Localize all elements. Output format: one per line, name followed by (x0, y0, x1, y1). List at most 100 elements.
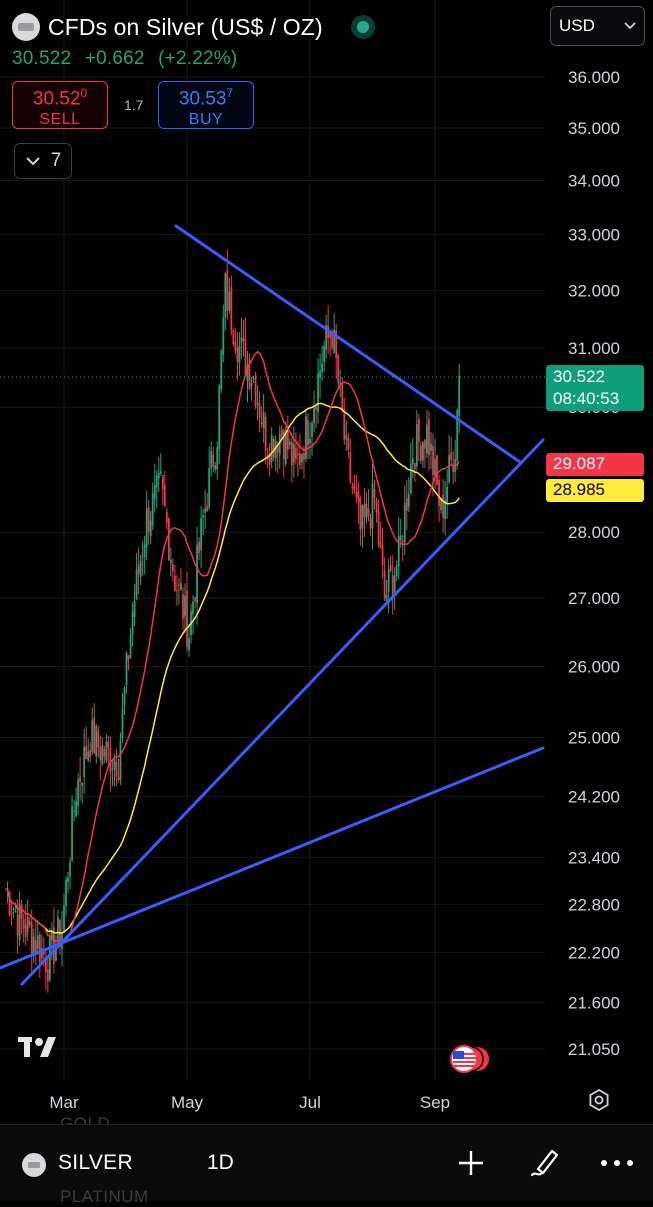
candle-body (365, 503, 368, 519)
symbol-header[interactable]: CFDs on Silver (US$ / OZ) (12, 10, 375, 44)
price-tick-label: 27.000 (568, 589, 620, 608)
candle-body (260, 422, 263, 425)
candle-body (335, 330, 338, 359)
candle-body (436, 455, 438, 485)
symbol-selector[interactable]: SILVER (58, 1151, 133, 1174)
events-flag-icon[interactable] (449, 1043, 493, 1075)
candle-body (151, 493, 154, 526)
candle-body (391, 575, 394, 596)
draw-icon[interactable] (528, 1145, 562, 1179)
symbol-title: CFDs on Silver (US$ / OZ) (48, 13, 323, 40)
candle-body (48, 936, 51, 981)
candle-body (101, 745, 104, 765)
candle-body (422, 441, 424, 461)
price-tick-label: 33.000 (568, 226, 620, 245)
candle-body (210, 450, 213, 469)
candle-body (73, 810, 75, 812)
candle-body (244, 338, 247, 377)
time-tick-label: Sep (420, 1093, 450, 1112)
candle-body (75, 801, 77, 817)
candle-body (159, 471, 162, 474)
candle-body (103, 749, 106, 757)
candle-body (458, 376, 461, 416)
candle-body (341, 383, 344, 412)
candle-body (18, 903, 21, 941)
candle-body (202, 515, 205, 518)
candle-body (262, 411, 265, 429)
candle-body (230, 287, 233, 330)
more-icon[interactable] (600, 1159, 634, 1167)
candle-body (403, 503, 406, 543)
indicators-toggle[interactable]: 7 (14, 143, 72, 179)
candle-body (32, 936, 35, 956)
candle-body (214, 465, 217, 470)
indicators-count: 7 (50, 150, 62, 171)
candle-body (286, 429, 289, 450)
candle-body (57, 917, 59, 941)
currency-value: USD (559, 16, 595, 35)
candle-body (137, 564, 140, 574)
currency-select[interactable]: USD (550, 6, 645, 46)
spread-value: 1.7 (124, 97, 144, 113)
candle-body (8, 892, 11, 916)
candle-body (434, 459, 436, 476)
candle-body (121, 707, 124, 739)
quote-line: 30.522 +0.662 (+2.22%) (12, 48, 245, 70)
candle-body (440, 498, 442, 511)
last-price-tag: 30.522 08:40:53 (546, 365, 644, 411)
candle-body (208, 467, 211, 508)
bottom-toolbar: SILVER 1D PLATINUM (0, 1124, 653, 1206)
candle-body (407, 493, 410, 508)
sell-button[interactable]: 30.520 SELL (12, 81, 108, 129)
candle-body (252, 377, 255, 379)
candle-body (305, 416, 307, 459)
price-tick-label: 21.600 (568, 993, 620, 1012)
candle-body (71, 805, 73, 861)
plus-icon[interactable] (457, 1149, 485, 1177)
candle-body (313, 407, 315, 424)
candle-body (315, 406, 317, 410)
candle-body (309, 439, 311, 444)
candle-body (125, 652, 128, 686)
candle-body (270, 434, 273, 462)
candle-body (303, 452, 305, 460)
price-tick-label: 32.000 (568, 281, 620, 300)
candle-body (206, 505, 209, 511)
candle-body (432, 446, 434, 475)
candle-body (417, 419, 420, 442)
chevron-down-icon (25, 157, 40, 166)
candle-body (165, 511, 168, 524)
candle-body (290, 441, 293, 466)
candle-body (55, 944, 57, 961)
candle-body (383, 570, 386, 598)
candle-body (401, 540, 404, 543)
time-tick-label: May (171, 1093, 204, 1112)
candle-body (294, 448, 297, 459)
candle-body (51, 930, 53, 941)
candle-body (157, 472, 160, 479)
buy-button[interactable]: 30.537 BUY (158, 81, 254, 129)
candle-body (186, 590, 188, 647)
candle-body (117, 777, 120, 780)
candle-body (131, 611, 134, 635)
price-tick-label: 26.000 (568, 657, 620, 676)
candle-body (204, 507, 207, 513)
candle-body (67, 877, 69, 882)
price-tick-label: 24.200 (568, 787, 620, 806)
candle-body (317, 373, 319, 413)
candle-body (232, 330, 235, 345)
candle-body (321, 363, 323, 372)
candle-body (297, 454, 299, 456)
candle-body (248, 359, 251, 390)
settings-gear-icon[interactable] (587, 1088, 611, 1112)
candle-body (377, 510, 380, 544)
candle-body (379, 542, 382, 547)
candle-body (331, 333, 334, 348)
candle-body (26, 916, 29, 933)
candle-body (85, 746, 88, 759)
timeframe-selector[interactable]: 1D (207, 1151, 234, 1174)
candle-body (411, 458, 414, 465)
price-axis: 36.00035.00034.00033.00032.00031.00030.0… (568, 68, 620, 1059)
candle-body (280, 430, 283, 436)
